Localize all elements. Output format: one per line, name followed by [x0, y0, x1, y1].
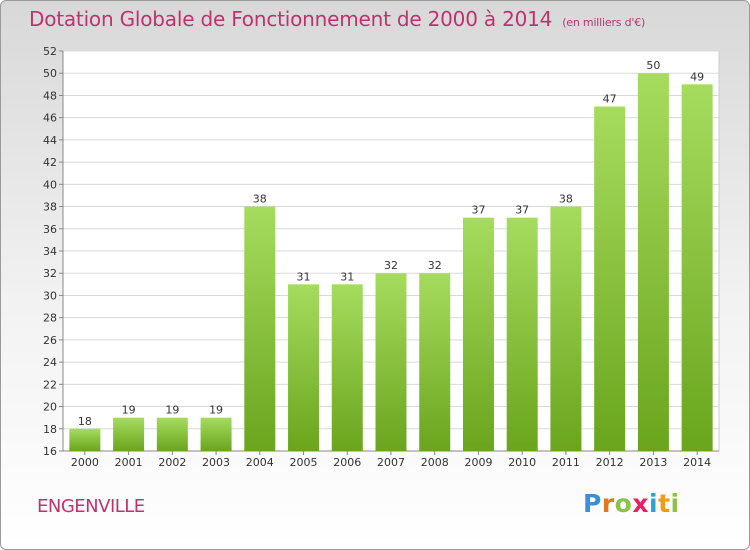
x-tick-label: 2011: [552, 456, 580, 469]
chart-unit: (en milliers d'€): [562, 16, 646, 29]
y-tick-label: 20: [43, 401, 57, 414]
y-tick-label: 52: [43, 45, 57, 58]
x-tick-label: 2012: [596, 456, 624, 469]
y-tick-label: 26: [43, 334, 57, 347]
x-tick-label: 2007: [377, 456, 405, 469]
x-tick-label: 2008: [421, 456, 449, 469]
bar: [200, 417, 232, 451]
bar: [594, 106, 626, 452]
bar-value-label: 37: [515, 204, 529, 217]
x-tick-label: 2002: [158, 456, 186, 469]
commune-name: ENGENVILLE: [37, 496, 145, 517]
y-tick-label: 44: [43, 134, 57, 147]
x-tick-label: 2005: [290, 456, 318, 469]
x-tick-label: 2004: [246, 456, 274, 469]
bar-value-label: 37: [471, 204, 485, 217]
bar-value-label: 31: [297, 270, 311, 283]
bar: [156, 417, 188, 451]
bar: [550, 206, 582, 451]
x-tick-label: 2013: [639, 456, 667, 469]
bar: [637, 73, 669, 451]
bar-value-label: 38: [253, 193, 267, 206]
y-tick-label: 42: [43, 156, 57, 169]
y-tick-label: 16: [43, 445, 57, 458]
y-tick-label: 34: [43, 245, 57, 258]
y-tick-label: 32: [43, 267, 57, 280]
y-tick-label: 46: [43, 112, 57, 125]
bar: [419, 273, 451, 451]
x-tick-label: 2001: [115, 456, 143, 469]
chart-title-text: Dotation Globale de Fonctionnement de 20…: [29, 7, 553, 31]
x-tick-label: 2014: [683, 456, 711, 469]
bar-value-label: 32: [384, 259, 398, 272]
y-tick-label: 18: [43, 423, 57, 436]
bar: [462, 217, 494, 451]
y-tick-label: 36: [43, 223, 57, 236]
bar-value-label: 31: [340, 270, 354, 283]
x-tick-label: 2006: [333, 456, 361, 469]
bar: [331, 284, 363, 451]
bar: [113, 417, 145, 451]
chart-title: Dotation Globale de Fonctionnement de 20…: [29, 7, 645, 31]
bar-value-label: 18: [78, 415, 92, 428]
bar: [69, 428, 101, 451]
x-tick-label: 2000: [71, 456, 99, 469]
bar-value-label: 32: [428, 259, 442, 272]
y-tick-label: 40: [43, 178, 57, 191]
x-tick-label: 2009: [464, 456, 492, 469]
y-tick-label: 28: [43, 312, 57, 325]
y-tick-label: 24: [43, 356, 57, 369]
bar: [375, 273, 407, 451]
bar: [506, 217, 538, 451]
bar-value-label: 49: [690, 70, 704, 83]
bar: [288, 284, 320, 451]
bar-value-label: 19: [209, 404, 223, 417]
y-tick-label: 48: [43, 89, 57, 102]
bar: [681, 84, 713, 451]
y-tick-label: 30: [43, 289, 57, 302]
x-tick-label: 2003: [202, 456, 230, 469]
bar-value-label: 19: [165, 404, 179, 417]
bar-value-label: 47: [603, 93, 617, 106]
bar: [244, 206, 276, 451]
bar-value-label: 38: [559, 193, 573, 206]
proxiti-logo: Proxiti: [583, 489, 680, 518]
y-tick-label: 22: [43, 378, 57, 391]
bar-value-label: 19: [122, 404, 136, 417]
bar-value-label: 50: [646, 59, 660, 72]
y-tick-label: 50: [43, 67, 57, 80]
x-tick-label: 2010: [508, 456, 536, 469]
y-tick-label: 38: [43, 201, 57, 214]
